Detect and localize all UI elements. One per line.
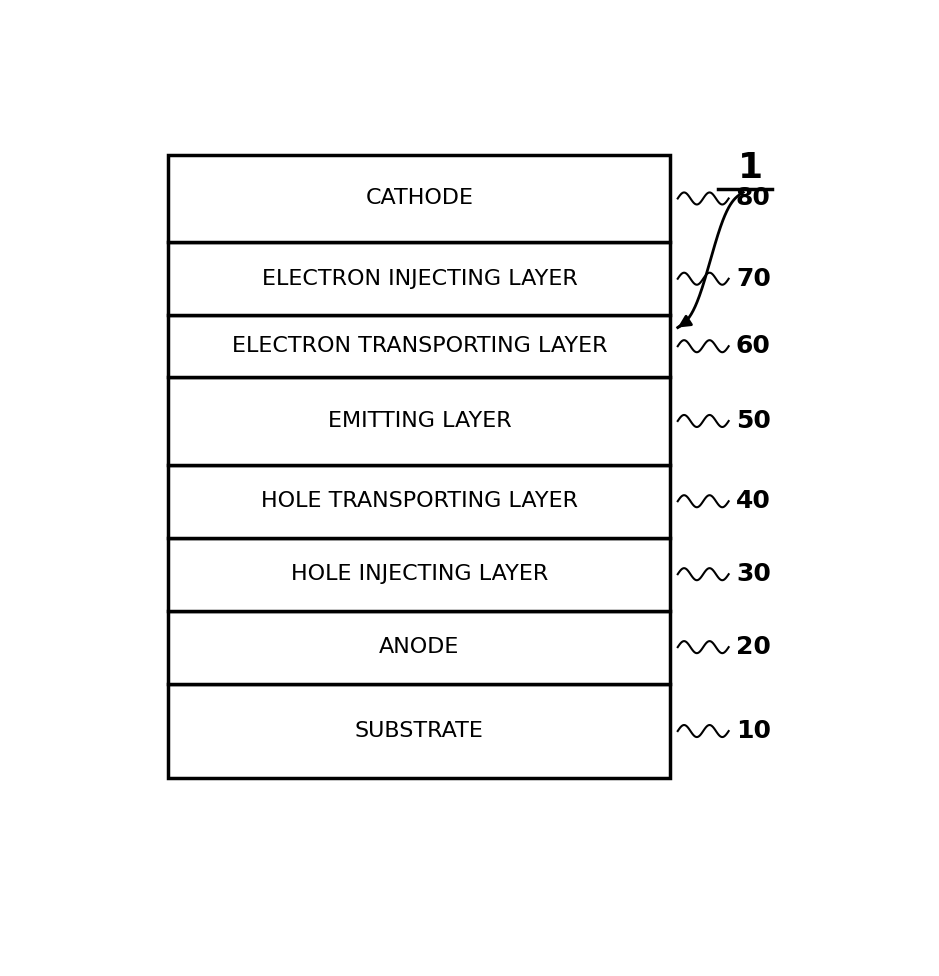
Text: ELECTRON TRANSPORTING LAYER: ELECTRON TRANSPORTING LAYER [232,336,608,356]
Bar [168,377,670,465]
Text: 30: 30 [736,562,771,587]
Text: 10: 10 [736,719,771,743]
Bar [168,465,670,538]
Text: CATHODE: CATHODE [365,188,473,209]
Bar [168,611,670,683]
Text: 50: 50 [736,409,771,433]
Text: 1: 1 [738,150,763,184]
Text: 60: 60 [736,334,771,358]
Text: HOLE INJECTING LAYER: HOLE INJECTING LAYER [291,564,548,585]
Text: 70: 70 [736,266,771,291]
Text: 80: 80 [736,186,771,211]
Bar [168,315,670,377]
Bar [168,154,670,242]
Bar [168,242,670,315]
Text: EMITTING LAYER: EMITTING LAYER [328,411,511,431]
Text: 40: 40 [736,489,771,513]
Text: ANODE: ANODE [379,637,459,657]
Bar [168,538,670,611]
Text: 20: 20 [736,635,771,659]
Bar [168,683,670,779]
Text: HOLE TRANSPORTING LAYER: HOLE TRANSPORTING LAYER [261,491,577,511]
Text: SUBSTRATE: SUBSTRATE [355,721,484,741]
Text: ELECTRON INJECTING LAYER: ELECTRON INJECTING LAYER [261,268,577,289]
